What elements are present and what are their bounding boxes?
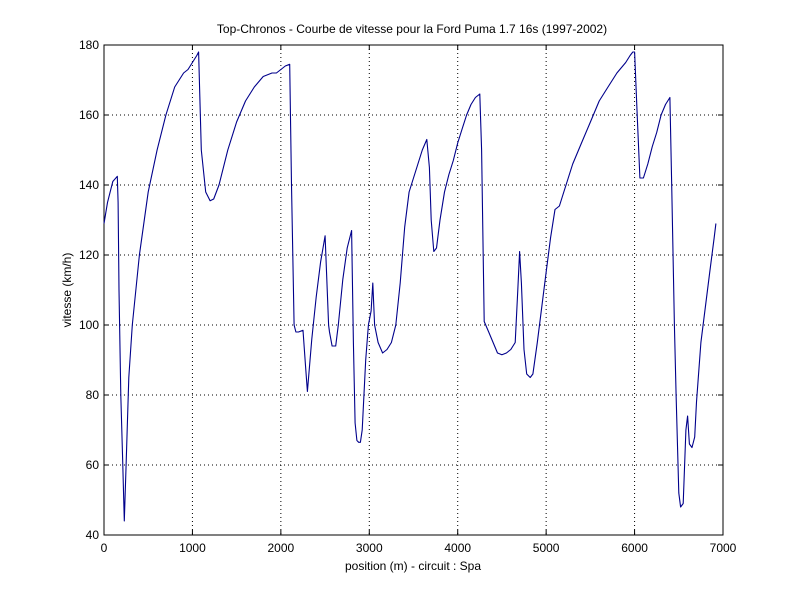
chart-title: Top-Chronos - Courbe de vitesse pour la …	[217, 22, 607, 36]
x-tick-label: 0	[101, 541, 108, 555]
y-tick-label: 140	[79, 178, 99, 192]
x-tick-label: 6000	[621, 541, 648, 555]
y-tick-label: 180	[79, 38, 99, 52]
x-tick-labels: 0 1000 2000 3000 4000 5000 6000 7000	[101, 541, 737, 555]
y-axis-label: vitesse (km/h)	[60, 253, 74, 328]
y-tick-labels: 40 60 80 100 120 140 160 180	[79, 38, 99, 542]
x-tick-label: 2000	[268, 541, 295, 555]
series-group	[103, 51, 717, 522]
y-tick-label: 120	[79, 248, 99, 262]
y-tick-label: 100	[79, 318, 99, 332]
y-tick-label: 160	[79, 108, 99, 122]
y-tick-label: 40	[86, 528, 100, 542]
speed-series-line	[103, 51, 717, 522]
x-axis-label: position (m) - circuit : Spa	[345, 559, 481, 573]
x-tick-label: 3000	[356, 541, 383, 555]
x-tick-label: 7000	[710, 541, 737, 555]
plot-area	[103, 44, 724, 536]
x-tick-label: 1000	[179, 541, 206, 555]
x-tick-label: 4000	[444, 541, 471, 555]
y-tick-label: 60	[86, 458, 100, 472]
y-tick-label: 80	[86, 388, 100, 402]
axis-ticks	[103, 44, 724, 536]
x-tick-label: 5000	[533, 541, 560, 555]
grid-lines	[104, 45, 723, 535]
